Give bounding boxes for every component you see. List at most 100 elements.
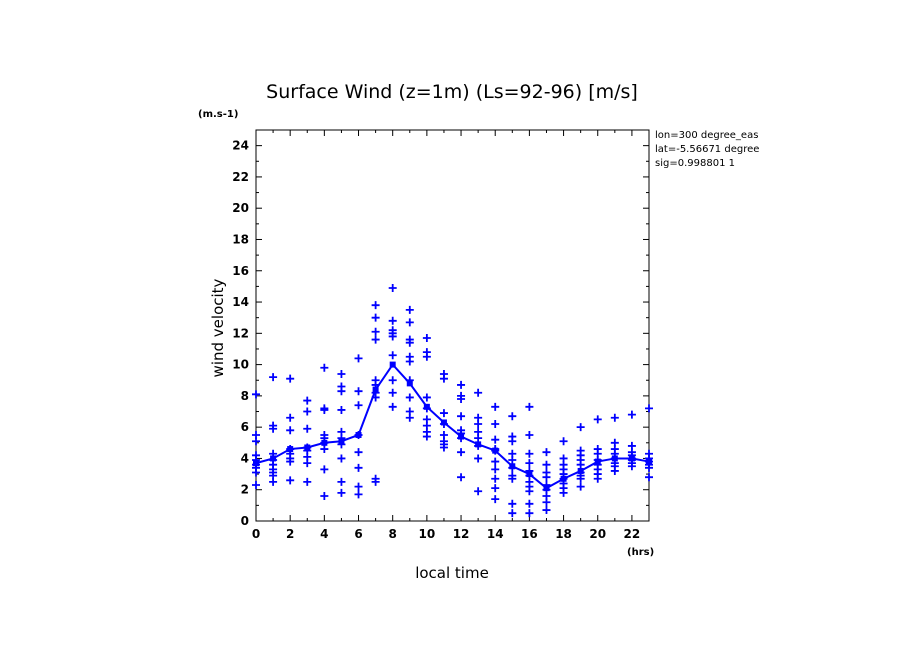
data-point bbox=[388, 283, 397, 292]
data-point bbox=[371, 335, 380, 344]
x-tick-label: 16 bbox=[521, 527, 538, 541]
mean-point bbox=[458, 433, 465, 440]
data-point bbox=[303, 477, 312, 486]
data-point bbox=[320, 491, 329, 500]
x-tick-label: 2 bbox=[286, 527, 294, 541]
mean-point bbox=[423, 403, 430, 410]
data-point bbox=[576, 482, 585, 491]
data-point bbox=[525, 449, 534, 458]
data-point bbox=[491, 495, 500, 504]
chart-title: Surface Wind (z=1m) (Ls=92-96) [m/s] bbox=[266, 81, 638, 103]
mean-point bbox=[253, 460, 259, 467]
data-point bbox=[303, 424, 312, 433]
data-point bbox=[354, 490, 363, 499]
x-tick-label: 10 bbox=[419, 527, 436, 541]
data-point bbox=[405, 338, 414, 347]
mean-point bbox=[338, 438, 345, 445]
data-point bbox=[286, 374, 295, 383]
data-point bbox=[303, 459, 312, 468]
y-tick-label: 8 bbox=[241, 389, 249, 403]
data-point bbox=[269, 477, 278, 486]
mean-point bbox=[270, 455, 277, 462]
data-point bbox=[252, 468, 260, 477]
data-point bbox=[593, 474, 602, 483]
data-point bbox=[337, 488, 346, 497]
y-tick-label: 12 bbox=[232, 326, 249, 340]
data-point bbox=[371, 327, 380, 336]
data-point bbox=[286, 476, 295, 485]
mean-point bbox=[560, 475, 567, 482]
x-tick-label: 6 bbox=[354, 527, 362, 541]
data-point bbox=[525, 430, 534, 439]
data-point bbox=[457, 448, 466, 457]
mean-line-group bbox=[253, 361, 652, 492]
data-point bbox=[474, 388, 483, 397]
data-point bbox=[508, 509, 517, 518]
y-tick-label: 0 bbox=[241, 514, 249, 528]
info-box: lon=300 degree_eas lat=-5.56671 degree s… bbox=[655, 130, 759, 169]
data-point bbox=[491, 402, 500, 411]
y-unit-label: (m.s-1) bbox=[198, 109, 238, 120]
data-point bbox=[388, 402, 397, 411]
data-point bbox=[320, 445, 329, 454]
data-point bbox=[320, 363, 329, 372]
info-sig: sig=0.998801 1 bbox=[655, 158, 735, 169]
data-point bbox=[627, 410, 636, 419]
data-point bbox=[474, 434, 483, 443]
mean-point bbox=[287, 446, 294, 453]
data-point bbox=[645, 473, 653, 482]
data-point bbox=[576, 423, 585, 432]
data-point bbox=[525, 487, 534, 496]
x-tick-label: 8 bbox=[389, 527, 397, 541]
data-point bbox=[371, 301, 380, 310]
data-point bbox=[491, 465, 500, 474]
y-tick-label: 16 bbox=[232, 264, 249, 278]
data-point bbox=[491, 435, 500, 444]
data-point bbox=[405, 318, 414, 327]
y-tick-label: 22 bbox=[232, 170, 249, 184]
data-point bbox=[422, 432, 431, 441]
data-point bbox=[593, 415, 602, 424]
data-point bbox=[576, 460, 585, 469]
mean-point bbox=[543, 485, 550, 492]
data-point bbox=[508, 499, 517, 508]
mean-point bbox=[594, 458, 601, 465]
data-point bbox=[388, 388, 397, 397]
x-tick-label: 12 bbox=[453, 527, 470, 541]
data-point bbox=[457, 473, 466, 482]
data-point bbox=[542, 506, 551, 515]
data-point bbox=[286, 426, 295, 435]
data-point bbox=[405, 305, 414, 314]
data-point bbox=[474, 454, 483, 463]
mean-point bbox=[389, 361, 396, 368]
data-point bbox=[508, 456, 517, 465]
data-point bbox=[542, 460, 551, 469]
data-point bbox=[269, 424, 278, 433]
data-point bbox=[559, 437, 568, 446]
y-tick-label: 2 bbox=[241, 483, 249, 497]
mean-point bbox=[321, 439, 328, 446]
y-tick-label: 14 bbox=[232, 295, 249, 309]
data-point bbox=[525, 459, 534, 468]
data-point bbox=[337, 405, 346, 414]
x-tick-label: 18 bbox=[555, 527, 572, 541]
data-point bbox=[354, 387, 363, 396]
y-tick-label: 10 bbox=[232, 358, 249, 372]
data-point bbox=[508, 437, 517, 446]
data-point bbox=[388, 332, 397, 341]
y-tick-label: 24 bbox=[232, 139, 249, 153]
x-tick-label: 4 bbox=[320, 527, 328, 541]
data-point bbox=[388, 376, 397, 385]
data-point bbox=[269, 373, 278, 382]
x-unit-label: (hrs) bbox=[627, 547, 654, 558]
data-point bbox=[354, 463, 363, 472]
data-point bbox=[542, 448, 551, 457]
mean-point bbox=[406, 380, 413, 387]
data-point bbox=[457, 395, 466, 404]
data-point bbox=[542, 498, 551, 507]
data-point bbox=[371, 313, 380, 322]
data-point bbox=[371, 477, 380, 486]
data-point bbox=[405, 413, 414, 422]
